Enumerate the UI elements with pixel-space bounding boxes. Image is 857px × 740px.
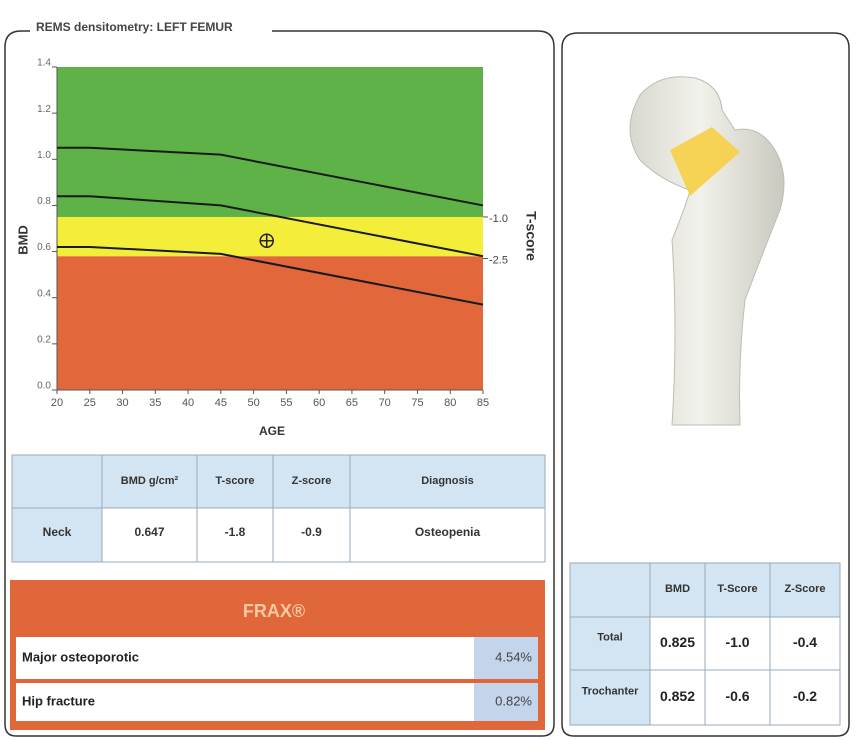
neck-region [670, 127, 740, 196]
table-cell [769, 669, 841, 726]
x-tick-label: 70 [379, 397, 391, 409]
table-value: Neck [43, 525, 72, 539]
table-value: 0.825 [660, 634, 695, 650]
table-cell [704, 616, 771, 671]
table-cell [569, 616, 651, 671]
frax-title: FRAX® [243, 601, 305, 621]
table-cell [769, 616, 841, 671]
x-tick-label: 65 [346, 397, 358, 409]
frax-row [16, 683, 474, 721]
x-tick-label: 20 [51, 397, 63, 409]
table-cell [11, 454, 103, 509]
frax-row [16, 637, 474, 679]
x-tick-label: 45 [215, 397, 227, 409]
column-header: Z-score [292, 475, 332, 487]
table-cell [11, 507, 103, 563]
femur [629, 76, 785, 426]
report-title: REMS densitometry: LEFT FEMUR [36, 20, 233, 34]
reference-curve [57, 146, 484, 207]
x-tick-label: 85 [477, 397, 489, 409]
table-value: -0.9 [301, 525, 322, 539]
band [57, 256, 483, 390]
table-value: -1.0 [725, 634, 749, 650]
table-cell [272, 507, 351, 563]
table-cell [101, 454, 198, 509]
frax-value: 4.54% [495, 649, 532, 664]
frax-label: Major osteoporotic [22, 649, 139, 664]
y-tick-label: 1.2 [37, 104, 51, 115]
table-cell [769, 562, 841, 618]
column-header: BMD g/cm² [121, 475, 179, 487]
y-tick-label: 0.8 [37, 196, 51, 207]
table-cell [101, 507, 198, 563]
y-tick-label: 0.6 [37, 242, 51, 253]
point-cross [260, 234, 274, 248]
right-panel [561, 32, 850, 737]
table-cell [196, 454, 274, 509]
band [57, 216, 483, 257]
x-tick-label: 75 [411, 397, 423, 409]
table-cell [649, 616, 706, 671]
x-tick-label: 25 [84, 397, 96, 409]
x-axis-label: AGE [259, 424, 285, 438]
x-tick-label: 55 [280, 397, 292, 409]
table-value: 0.852 [660, 688, 695, 704]
x-tick-label: 30 [116, 397, 128, 409]
table-cell [704, 669, 771, 726]
row-header: Trochanter [582, 685, 640, 697]
column-header: Z-Score [785, 583, 826, 595]
table-value: 0.647 [134, 525, 164, 539]
y-tick-label: 0.0 [37, 381, 51, 392]
y2-axis-label: T-score [523, 211, 539, 261]
table-value: -0.6 [725, 688, 749, 704]
y-tick-label: 1.0 [37, 150, 51, 161]
frax-value-cell [474, 683, 538, 721]
column-header: BMD [665, 583, 690, 595]
column-header: T-score [215, 475, 254, 487]
table-cell [349, 507, 546, 563]
x-tick-label: 80 [444, 397, 456, 409]
y-tick-label: 0.4 [37, 288, 51, 299]
frax-label: Hip fracture [22, 693, 95, 708]
table-cell [649, 562, 706, 618]
patient-point [259, 233, 274, 248]
y2-tick-label: -1.0 [489, 213, 508, 225]
reference-curve [57, 195, 484, 258]
reference-curve [57, 245, 484, 306]
x-tick-label: 35 [149, 397, 161, 409]
table-cell [196, 507, 274, 563]
y2-tick-label: -2.5 [489, 254, 508, 266]
x-tick-label: 40 [182, 397, 194, 409]
x-tick-label: 60 [313, 397, 325, 409]
column-header: T-Score [717, 583, 757, 595]
column-header: Diagnosis [421, 475, 474, 487]
table-value: -1.8 [225, 525, 246, 539]
femur-illustration [629, 76, 785, 426]
band [57, 67, 483, 217]
x-tick-label: 50 [247, 397, 259, 409]
y-tick-label: 0.2 [37, 334, 51, 345]
row-header: Total [597, 631, 622, 643]
table-value: -0.2 [793, 688, 817, 704]
frax-value: 0.82% [495, 693, 532, 708]
left-panel [4, 30, 555, 737]
frax-value-cell [474, 637, 538, 679]
table-cell [704, 562, 771, 618]
table-cell [569, 669, 651, 726]
table-value: Osteopenia [415, 525, 481, 539]
table-cell [569, 562, 651, 618]
y-tick-label: 1.4 [37, 58, 51, 69]
table-value: -0.4 [793, 634, 817, 650]
table-cell [272, 454, 351, 509]
y-axis-label: BMD [15, 225, 30, 255]
